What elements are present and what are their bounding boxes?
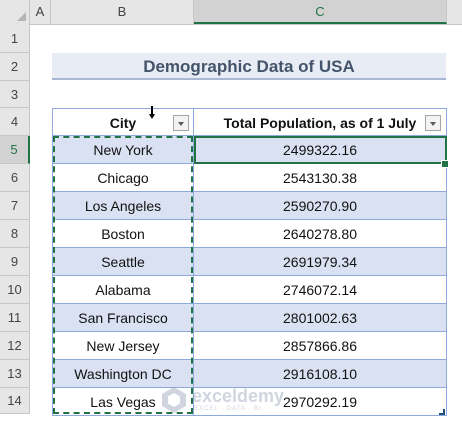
population-cell[interactable]: 2691979.34	[194, 248, 447, 276]
row-header[interactable]: 11	[0, 304, 30, 332]
row-header[interactable]: 10	[0, 276, 30, 304]
city-cell[interactable]: San Francisco	[52, 304, 194, 332]
row-header[interactable]: 12	[0, 332, 30, 360]
column-header-b[interactable]: B	[51, 0, 194, 24]
population-cell[interactable]: 2970292.19	[194, 388, 447, 416]
fill-handle[interactable]	[441, 160, 449, 168]
city-cell[interactable]: Seattle	[52, 248, 194, 276]
population-cell[interactable]: 2499322.16	[194, 136, 447, 164]
row-header[interactable]: 3	[0, 81, 30, 108]
table-row: Seattle 2691979.34	[52, 248, 447, 276]
row-header[interactable]: 8	[0, 220, 30, 248]
row-header[interactable]: 14	[0, 388, 30, 414]
row-header[interactable]: 5	[0, 136, 30, 164]
population-cell[interactable]: 2857866.86	[194, 332, 447, 360]
population-cell[interactable]: 2640278.80	[194, 220, 447, 248]
population-cell[interactable]: 2590270.90	[194, 192, 447, 220]
population-cell[interactable]: 2801002.63	[194, 304, 447, 332]
header-label-city: City	[109, 115, 137, 131]
select-all-button[interactable]	[0, 0, 30, 24]
city-cell[interactable]: Washington DC	[52, 360, 194, 388]
city-cell[interactable]: New York	[52, 136, 194, 164]
population-cell[interactable]: 2746072.14	[194, 276, 447, 304]
header-label-population: Total Population, as of 1 July	[223, 115, 417, 131]
city-cell[interactable]: Boston	[52, 220, 194, 248]
city-cell[interactable]: Los Angeles	[52, 192, 194, 220]
sheet-title[interactable]: Demographic Data of USA	[52, 53, 446, 80]
column-select-cursor-icon	[149, 106, 155, 119]
header-cell-city[interactable]: City	[52, 108, 194, 136]
city-cell[interactable]: Las Vegas	[52, 388, 194, 416]
population-cell[interactable]: 2543130.38	[194, 164, 447, 192]
city-cell[interactable]: Chicago	[52, 164, 194, 192]
table-resize-handle[interactable]	[439, 409, 445, 415]
row-header[interactable]: 7	[0, 192, 30, 220]
table-row: New Jersey 2857866.86	[52, 332, 447, 360]
table-row: San Francisco 2801002.63	[52, 304, 447, 332]
population-cell[interactable]: 2916108.10	[194, 360, 447, 388]
header-cell-population[interactable]: Total Population, as of 1 July	[194, 108, 447, 136]
row-header[interactable]: 6	[0, 164, 30, 192]
select-all-triangle-icon	[17, 12, 26, 21]
city-cell[interactable]: New Jersey	[52, 332, 194, 360]
city-cell[interactable]: Alabama	[52, 276, 194, 304]
table-row: Los Angeles 2590270.90	[52, 192, 447, 220]
row-header[interactable]: 13	[0, 360, 30, 388]
table-row: Chicago 2543130.38	[52, 164, 447, 192]
row-header[interactable]: 4	[0, 108, 30, 136]
column-header-a[interactable]: A	[30, 0, 51, 24]
table-row: Washington DC 2916108.10	[52, 360, 447, 388]
row-header[interactable]: 9	[0, 248, 30, 276]
table-row: New York 2499322.16	[52, 136, 447, 164]
table-row: Las Vegas 2970292.19	[52, 388, 447, 416]
filter-dropdown-icon[interactable]	[173, 115, 189, 131]
row-header[interactable]: 1	[0, 24, 30, 53]
row-header[interactable]: 2	[0, 53, 30, 81]
column-header-c[interactable]: C	[194, 0, 447, 24]
table-header-row: City Total Population, as of 1 July	[52, 108, 447, 136]
table-row: Alabama 2746072.14	[52, 276, 447, 304]
table-row: Boston 2640278.80	[52, 220, 447, 248]
filter-dropdown-icon[interactable]	[425, 115, 441, 131]
